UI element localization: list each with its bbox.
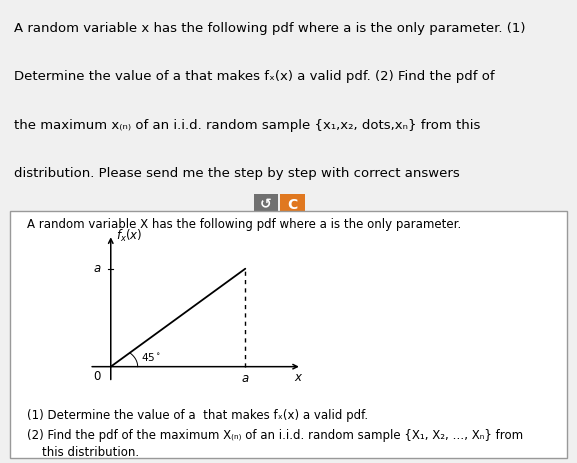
Text: a: a	[242, 372, 249, 385]
Text: this distribution.: this distribution.	[27, 446, 139, 459]
Text: a: a	[93, 262, 101, 275]
Text: distribution. Please send me the step by step with correct answers: distribution. Please send me the step by…	[14, 167, 460, 180]
Text: C: C	[287, 198, 298, 212]
Text: A random variable x has the following pdf where a is the only parameter. (1): A random variable x has the following pd…	[14, 22, 526, 35]
Text: $f_x(x)$: $f_x(x)$	[116, 228, 143, 244]
Text: (2) Find the pdf of the maximum X₍ₙ₎ of an i.i.d. random sample {X₁, X₂, …, Xₙ} : (2) Find the pdf of the maximum X₍ₙ₎ of …	[27, 429, 523, 442]
Text: 0: 0	[93, 370, 101, 383]
Text: the maximum x₍ₙ₎ of an i.i.d. random sample {x₁,x₂, dots,xₙ} from this: the maximum x₍ₙ₎ of an i.i.d. random sam…	[14, 119, 481, 131]
Text: A random variable X has the following pdf where a is the only parameter.: A random variable X has the following pd…	[27, 218, 462, 231]
Text: Determine the value of a that makes fₓ(x) a valid pdf. (2) Find the pdf of: Determine the value of a that makes fₓ(x…	[14, 70, 495, 83]
Text: ↺: ↺	[260, 198, 272, 212]
Text: $x$: $x$	[294, 371, 304, 384]
FancyBboxPatch shape	[10, 211, 567, 458]
Text: (1) Determine the value of a  that makes fₓ(x) a valid pdf.: (1) Determine the value of a that makes …	[27, 409, 368, 422]
Text: $45^\circ$: $45^\circ$	[141, 351, 161, 363]
